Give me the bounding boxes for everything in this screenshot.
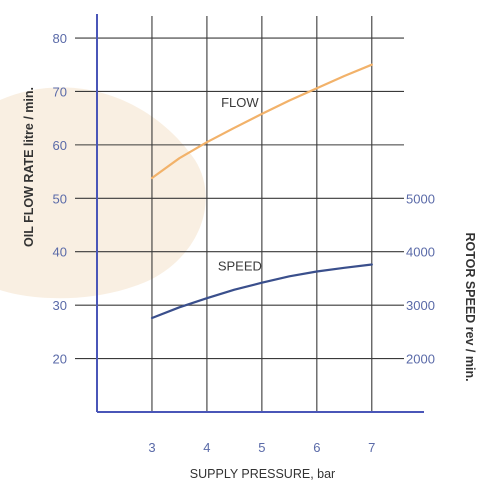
grid <box>75 16 404 412</box>
y-left-tick-label: 60 <box>53 138 67 153</box>
y-right-tick-label: 4000 <box>406 245 435 260</box>
y-left-tick-label: 50 <box>53 191 67 206</box>
series-label-flow: FLOW <box>221 95 259 110</box>
y-left-tick-label: 30 <box>53 298 67 313</box>
y-left-tick-label: 70 <box>53 84 67 99</box>
y-left-tick-label: 20 <box>53 352 67 367</box>
x-tick-label: 6 <box>313 440 320 455</box>
y-left-axis-title: OIL FLOW RATE litre / min. <box>22 87 36 247</box>
series-line-speed <box>150 263 373 320</box>
x-tick-label: 7 <box>368 440 375 455</box>
series-label-speed: SPEED <box>218 258 262 273</box>
x-tick-label: 5 <box>258 440 265 455</box>
y-right-tick-label: 3000 <box>406 298 435 313</box>
y-right-tick-label: 2000 <box>406 352 435 367</box>
y-left-tick-label: 80 <box>53 31 67 46</box>
x-tick-label: 4 <box>203 440 210 455</box>
y-left-tick-label: 40 <box>53 245 67 260</box>
labels: 20 30 40 50 60 70 80 2000 3000 4000 5000 3 4 5 6 7 OIL F… <box>22 31 477 481</box>
x-tick-label: 3 <box>148 440 155 455</box>
axes <box>96 14 424 413</box>
y-right-tick-label: 5000 <box>406 191 435 206</box>
y-right-axis-title: ROTOR SPEED rev / min. <box>463 232 477 381</box>
x-axis-title: SUPPLY PRESSURE, bar <box>190 467 335 481</box>
series-line-flow <box>150 63 373 180</box>
series <box>150 63 373 320</box>
background-watermark <box>0 87 206 299</box>
